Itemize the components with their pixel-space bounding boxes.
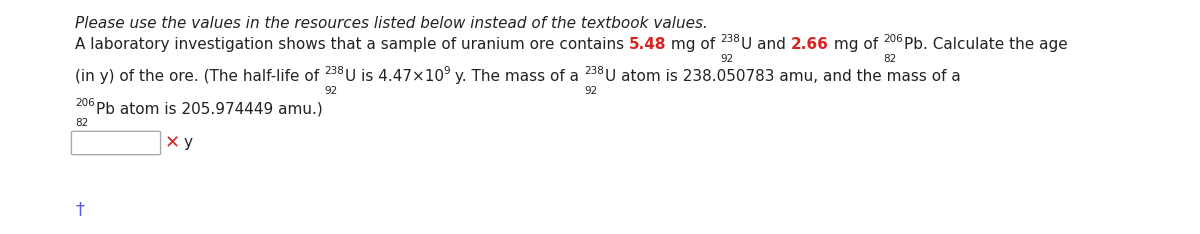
Text: Please use the values in the resources listed below instead of the textbook valu: Please use the values in the resources l… [74, 16, 708, 31]
Text: A laboratory investigation shows that a sample of uranium ore contains: A laboratory investigation shows that a … [74, 37, 629, 52]
Text: y. The mass of a: y. The mass of a [450, 69, 584, 84]
Text: Pb atom is 205.974449 amu.): Pb atom is 205.974449 amu.) [96, 101, 323, 116]
Text: 92: 92 [720, 54, 733, 63]
Text: U atom is 238.050783 amu, and the mass of a: U atom is 238.050783 amu, and the mass o… [605, 69, 961, 84]
Text: mg of: mg of [829, 37, 883, 52]
Text: 5.48: 5.48 [629, 37, 666, 52]
Text: 2.66: 2.66 [791, 37, 829, 52]
Text: †: † [74, 200, 84, 218]
Text: 206: 206 [883, 34, 902, 44]
Text: (in y) of the ore. (The half-life of: (in y) of the ore. (The half-life of [74, 69, 324, 84]
Text: 238: 238 [720, 34, 740, 44]
Text: 82: 82 [74, 117, 89, 128]
Text: U is 4.47×10: U is 4.47×10 [344, 69, 444, 84]
Text: mg of: mg of [666, 37, 720, 52]
Text: 206: 206 [74, 99, 95, 109]
Text: 238: 238 [584, 66, 605, 77]
Text: y: y [182, 135, 192, 150]
Text: 9: 9 [444, 66, 450, 77]
Text: 82: 82 [883, 54, 896, 63]
Text: ✕: ✕ [166, 134, 180, 152]
Text: Pb. Calculate the age: Pb. Calculate the age [904, 37, 1068, 52]
Text: 92: 92 [324, 85, 337, 95]
Text: U and: U and [742, 37, 791, 52]
Text: 92: 92 [584, 85, 598, 95]
Text: 1.55e+09: 1.55e+09 [80, 135, 155, 150]
Text: 238: 238 [324, 66, 344, 77]
